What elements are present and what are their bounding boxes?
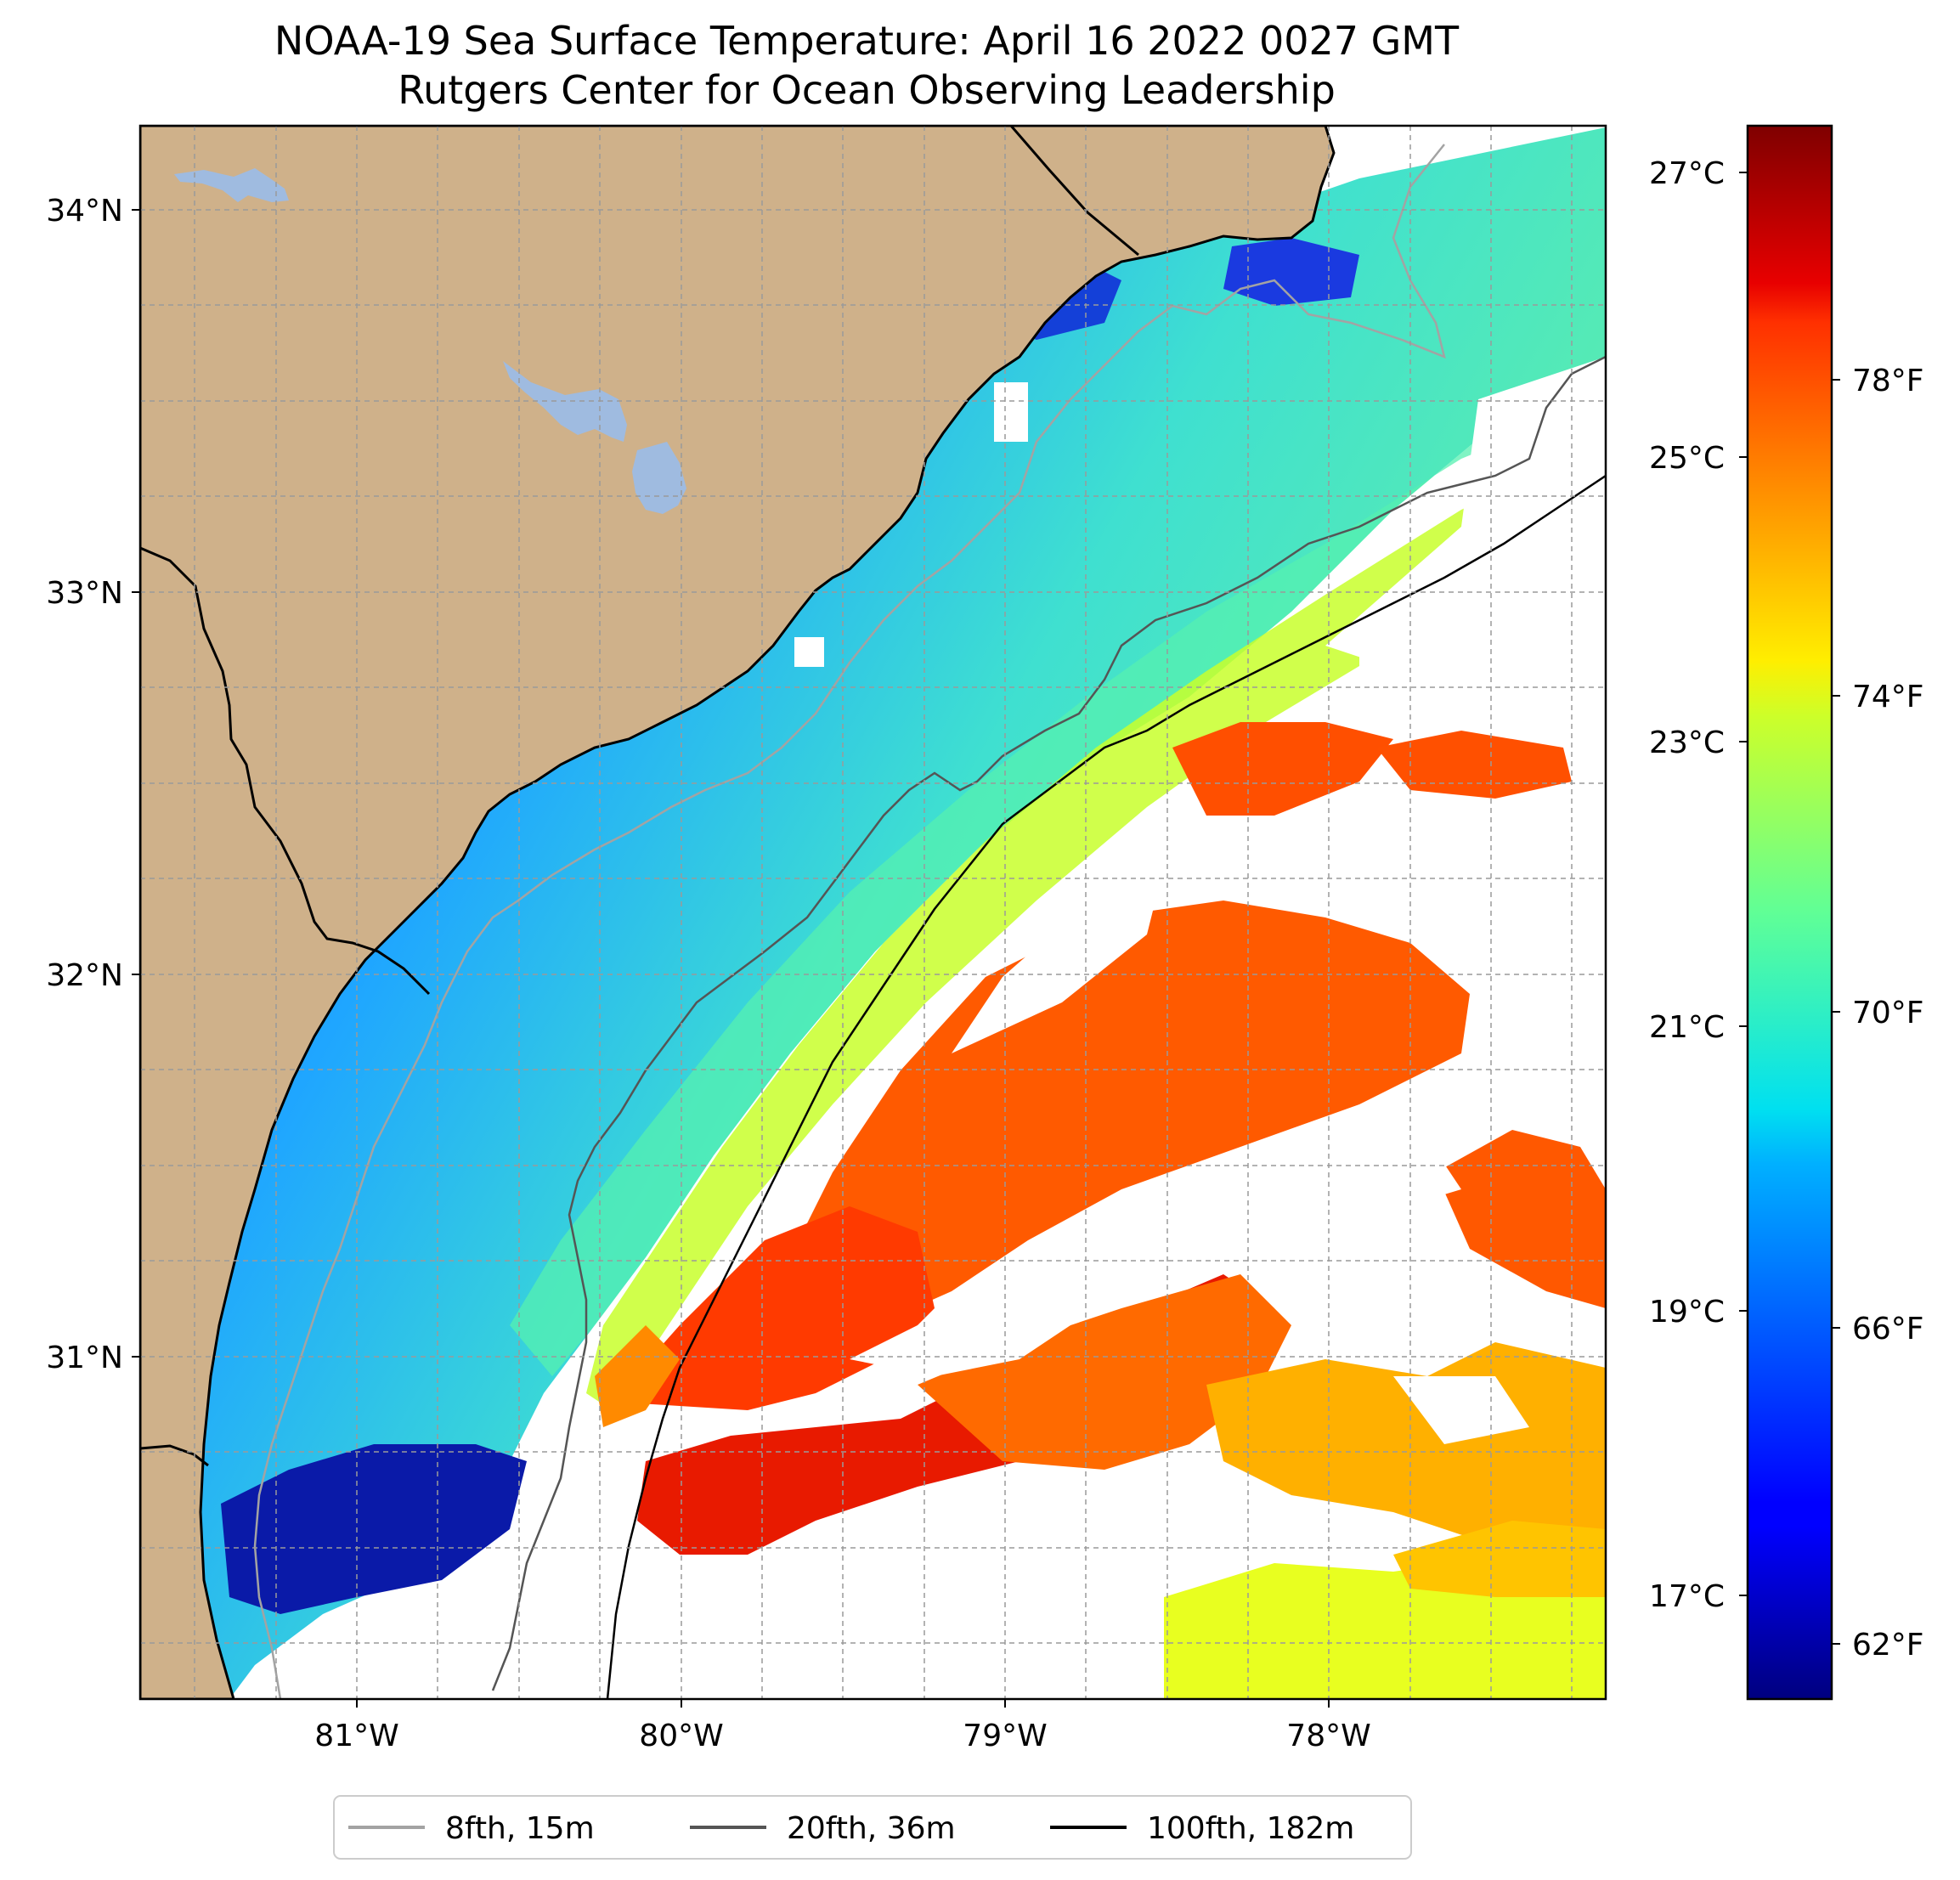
state-border: [140, 1444, 209, 1467]
fahrenheit-label: 78°F: [1852, 364, 1924, 398]
gulf-stream-warm-patches: [595, 722, 1606, 1699]
lon-label: 80°W: [639, 1719, 723, 1753]
fahrenheit-label: 74°F: [1852, 680, 1924, 714]
celsius-label: 21°C: [1649, 1010, 1725, 1045]
colorbar: 27°C 25°C 23°C 21°C 19°C 17°C 78°F 74°F …: [1649, 124, 1924, 1701]
state-border: [1009, 126, 1139, 257]
cloud-gap: [867, 1614, 1164, 1699]
lat-label: 33°N: [46, 576, 123, 611]
warm-patch: [595, 1325, 680, 1427]
cloud-gap: [1240, 1130, 1461, 1215]
isobath-legend: 8fth, 15m 20fth, 36m 100fth, 182m: [333, 1795, 1412, 1860]
cold-patch: [221, 1444, 527, 1614]
latitude-axis: 34°N 33°N 32°N 31°N: [46, 194, 140, 1375]
cloud-gap: [595, 1572, 867, 1699]
lon-label: 78°W: [1286, 1719, 1370, 1753]
lake: [174, 168, 289, 202]
fahrenheit-label: 62°F: [1852, 1628, 1924, 1663]
lon-label: 79°W: [963, 1719, 1047, 1753]
cloud-gap: [1393, 1376, 1529, 1444]
warm-patch: [790, 900, 1470, 1325]
cloud-gap: [994, 382, 1028, 442]
figure-title-line1: NOAA-19 Sea Surface Temperature: April 1…: [274, 18, 1460, 64]
lat-label: 31°N: [46, 1341, 123, 1375]
sst-midshelf-band: [510, 357, 1606, 1376]
celsius-label: 19°C: [1649, 1295, 1725, 1330]
lat-label: 32°N: [46, 958, 123, 993]
figure-title-line2: Rutgers Center for Ocean Observing Leade…: [398, 67, 1336, 113]
warm-patch: [1393, 1521, 1606, 1597]
land-mass: [140, 126, 1336, 1699]
isobath-100fth: [606, 474, 1606, 1699]
warm-patch: [1436, 1130, 1606, 1308]
cold-patch: [1223, 238, 1359, 306]
map-frame: [138, 124, 1607, 1701]
state-border: [140, 546, 431, 996]
cloud-gap: [1359, 641, 1427, 680]
celsius-label: 17°C: [1649, 1579, 1725, 1614]
longitude-axis: 81°W 80°W 79°W 78°W: [314, 1699, 1371, 1753]
isobath-20fth: [491, 355, 1606, 1691]
cloud-gaps: [255, 357, 1606, 1699]
gridlines: [140, 126, 1606, 1699]
celsius-label: 25°C: [1649, 441, 1725, 476]
celsius-label: 27°C: [1649, 156, 1725, 191]
colorbar-gradient: [1746, 124, 1833, 1701]
legend-label-100fth: 100fth, 182m: [1147, 1811, 1354, 1846]
legend-label-8fth: 8fth, 15m: [445, 1811, 595, 1846]
cloud-gap: [794, 637, 824, 667]
legend-label-20fth: 20fth, 36m: [787, 1811, 956, 1846]
cloud-gap: [1325, 357, 1606, 714]
lat-label: 34°N: [46, 194, 123, 229]
cloud-gap: [850, 1291, 1070, 1376]
legend-box: [333, 1795, 1412, 1860]
warm-patch: [1172, 722, 1393, 816]
lon-label: 81°W: [314, 1719, 398, 1753]
isobath-8fth: [253, 144, 1446, 1699]
cloud-gap: [1317, 1232, 1393, 1274]
map-panel: [140, 126, 1606, 1699]
fahrenheit-label: 70°F: [1852, 996, 1924, 1030]
fahrenheit-label: 66°F: [1852, 1312, 1924, 1346]
celsius-label: 23°C: [1649, 725, 1725, 760]
cloud-gap: [952, 833, 1172, 1053]
warm-patch: [918, 1274, 1291, 1470]
warm-patch: [1376, 731, 1572, 799]
